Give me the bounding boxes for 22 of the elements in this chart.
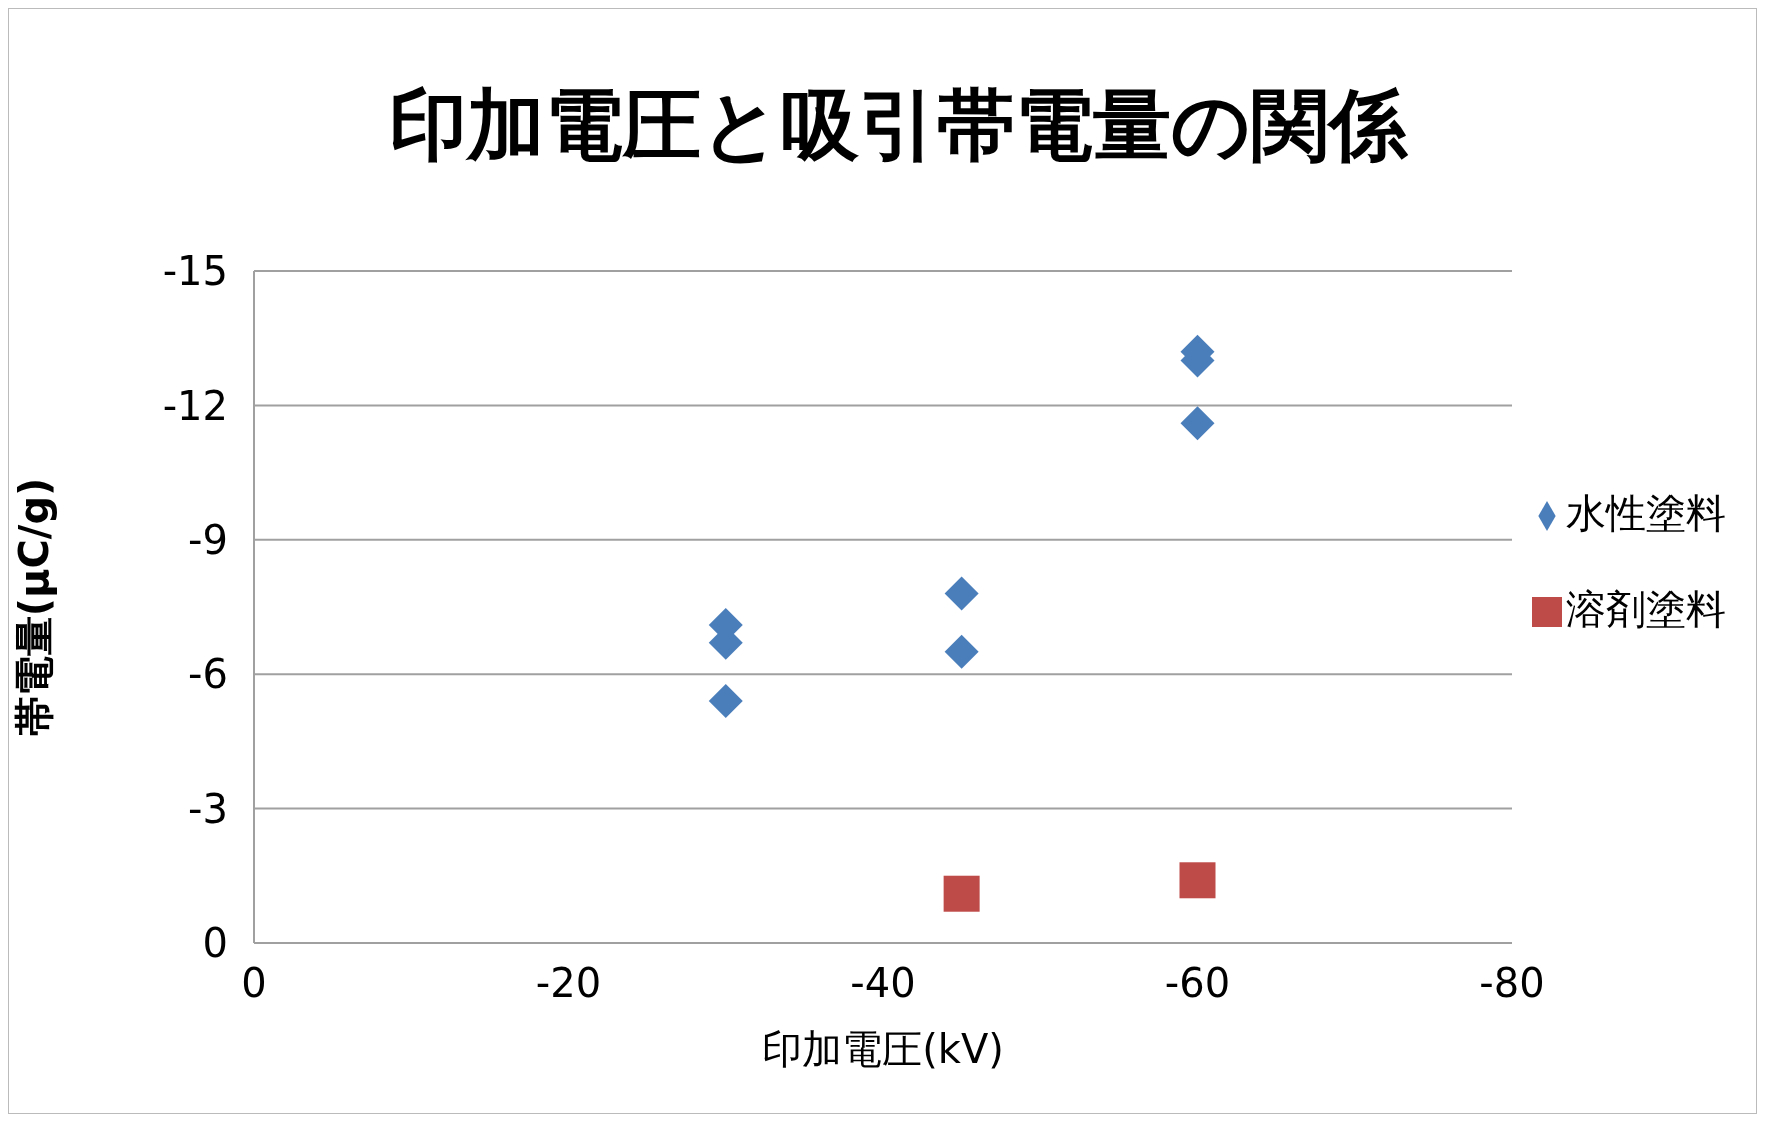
y-tick-label: 0 <box>202 920 228 967</box>
legend-label: 水性塗料 <box>1566 490 1726 536</box>
x-tick-label: -60 <box>1164 960 1231 1007</box>
y-tick-label: -9 <box>188 517 228 563</box>
y-tick-label: -6 <box>188 651 228 698</box>
point <box>943 875 980 912</box>
x-tick-label: -40 <box>850 960 916 1007</box>
x-tick-label: -20 <box>535 960 602 1007</box>
x-tick-label: -80 <box>1479 960 1545 1007</box>
point <box>944 634 979 669</box>
point <box>1180 406 1215 441</box>
point <box>944 576 979 611</box>
legend-label: 溶剤塗料 <box>1566 586 1726 632</box>
chart-title: 印加電圧と吸引帯電量の関係 <box>388 79 1409 172</box>
x-tick-label: 0 <box>241 960 267 1007</box>
point <box>1179 862 1216 899</box>
y-tick-label: -12 <box>162 382 228 429</box>
y-tick-label: -3 <box>188 785 228 832</box>
point <box>708 684 743 719</box>
y-axis-title: 帯電量(μC/g) <box>11 477 58 737</box>
x-axis-title: 印加電圧(kV) <box>762 1026 1004 1072</box>
y-tick-label: -15 <box>162 248 228 295</box>
